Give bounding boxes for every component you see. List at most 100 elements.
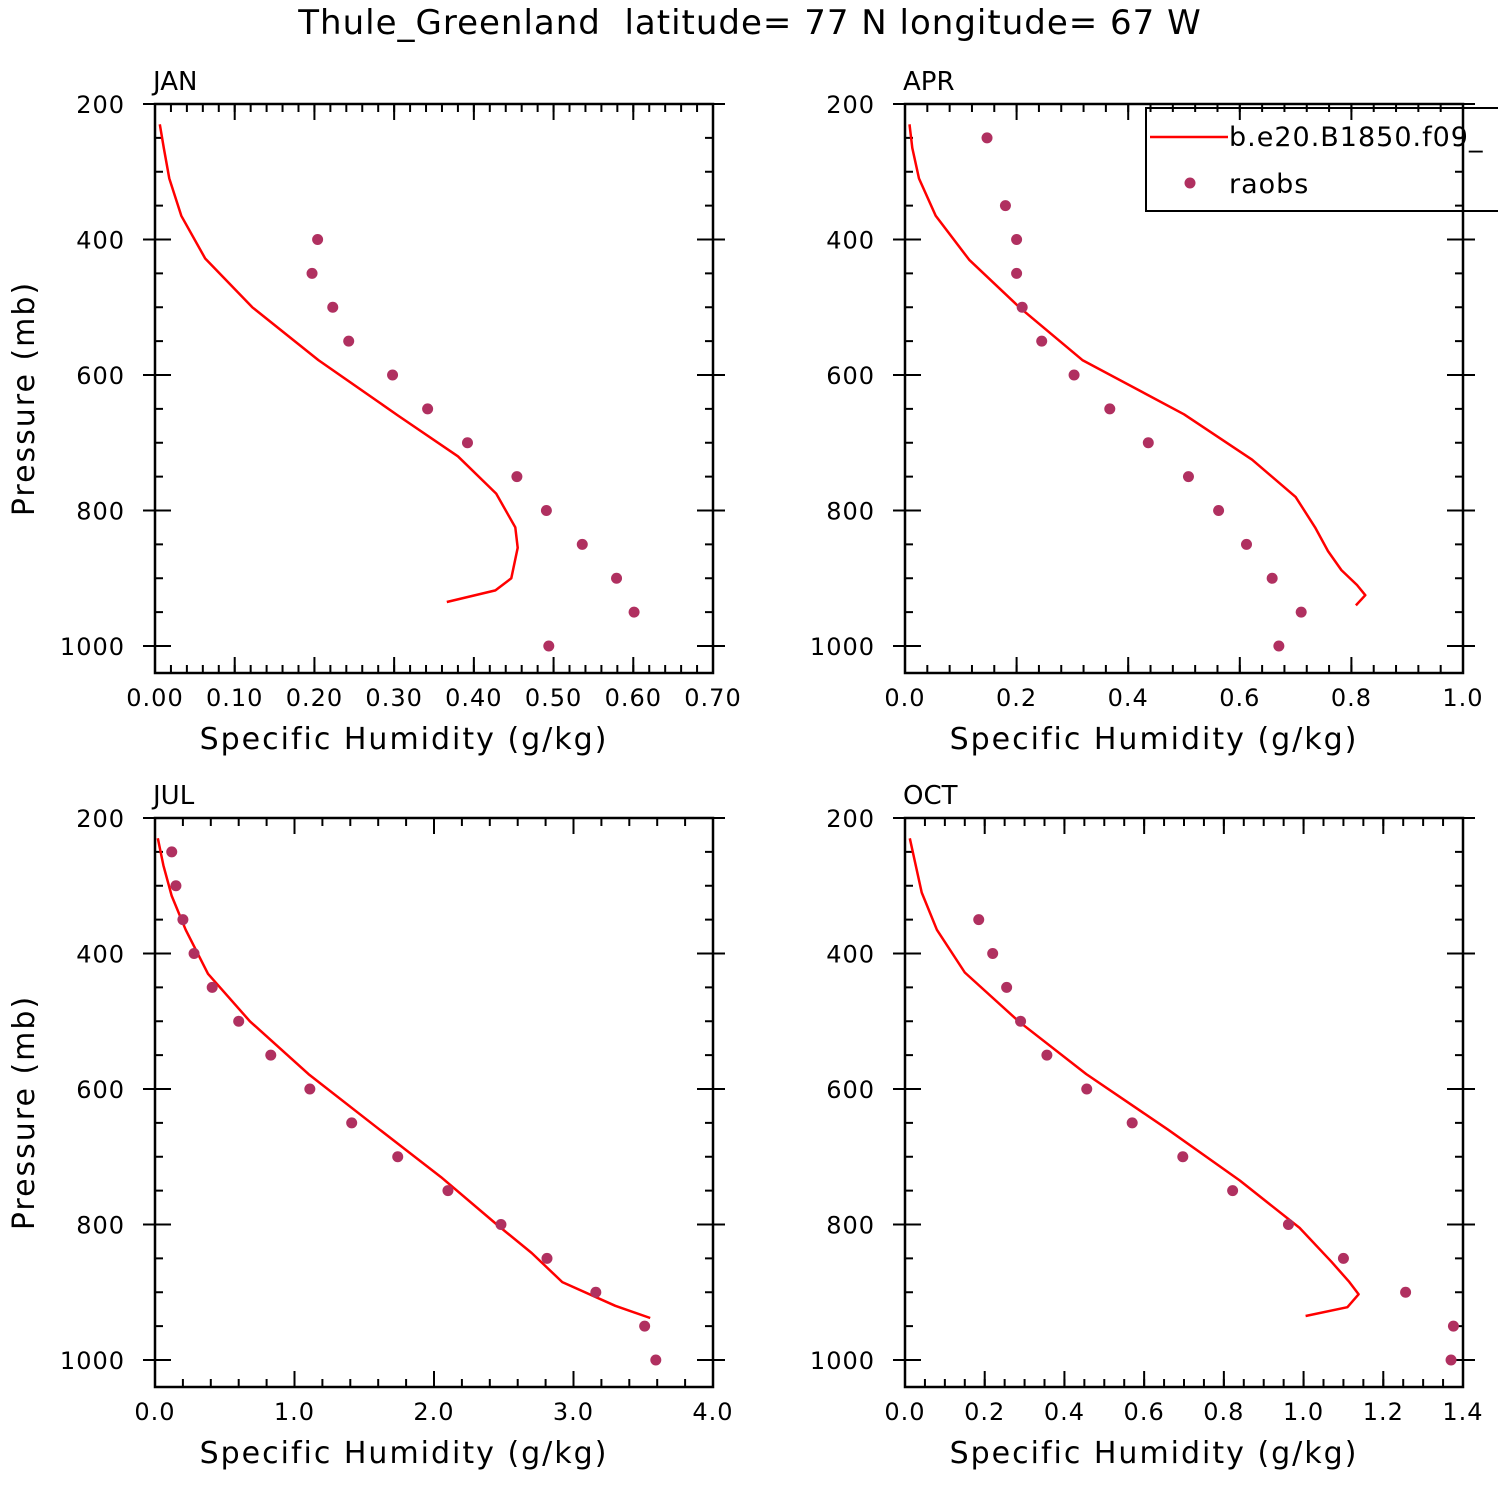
- panel-title: JAN: [151, 67, 197, 97]
- x-axis-title: Specific Humidity (g/kg): [950, 722, 1359, 757]
- legend-raobs-label: raobs: [1229, 169, 1309, 200]
- raobs-point: [387, 369, 399, 381]
- raobs-point: [973, 914, 985, 926]
- x-tick-label: 0.0: [884, 1398, 925, 1426]
- raobs-point: [1182, 471, 1194, 483]
- raobs-point: [1445, 1354, 1457, 1366]
- panel-title: JUL: [151, 781, 195, 811]
- raobs-point: [987, 948, 999, 959]
- raobs-point: [1015, 1015, 1027, 1027]
- y-tick-label: 600: [826, 1076, 875, 1104]
- figure-title: Thule_Greenland latitude= 77 N longitude…: [297, 3, 1201, 43]
- x-axis-title: Specific Humidity (g/kg): [950, 1436, 1359, 1471]
- raobs-point: [1081, 1083, 1093, 1095]
- model-line: [908, 838, 1360, 1318]
- panel-jul: JUL 0.0 1.0 2.0 3.0 4.0 200 400 600 800 1000 Specif…: [7, 781, 733, 1471]
- plot-frame: [153, 102, 715, 675]
- x-tick-label: 1.4: [1442, 1398, 1483, 1426]
- y-tick-label: 1000: [60, 633, 125, 661]
- x-tick-label: 0.8: [1331, 684, 1372, 712]
- raobs-point: [1295, 606, 1307, 618]
- raobs-point: [1068, 369, 1080, 381]
- raobs-point: [1240, 538, 1252, 550]
- plot-frame: [903, 816, 1465, 1389]
- raobs-point: [1142, 437, 1154, 449]
- model-line: [908, 124, 1367, 607]
- y-tick-label: 600: [76, 362, 125, 390]
- raobs-point: [981, 132, 993, 144]
- raobs-point: [1011, 267, 1023, 279]
- x-tick-label: 0.00: [126, 684, 183, 712]
- panels-group: JAN 0.00 0.10 0.20 0.30 0.40 0.50 0.60 0.70 200 40…: [7, 67, 1498, 1471]
- x-tick-label: 1.0: [274, 1398, 315, 1426]
- y-tick-label: 400: [76, 941, 125, 969]
- raobs-point: [1282, 1219, 1294, 1230]
- x-tick-label: 0.10: [206, 684, 263, 712]
- raobs-point: [1177, 1151, 1189, 1163]
- legend-raobs-swatch: [1184, 177, 1196, 189]
- raobs-point: [312, 234, 324, 245]
- raobs-point: [511, 471, 523, 483]
- raobs-point: [590, 1286, 602, 1298]
- raobs-point: [304, 1083, 316, 1095]
- x-axis-title: Specific Humidity (g/kg): [200, 1436, 609, 1471]
- x-tick-label: 1.0: [1442, 684, 1483, 712]
- raobs-point: [541, 1252, 553, 1264]
- y-tick-label: 800: [826, 498, 875, 526]
- x-tick-label: 0.6: [1124, 1398, 1165, 1426]
- x-tick-label: 0.40: [445, 684, 502, 712]
- x-tick-label: 0.60: [605, 684, 662, 712]
- x-tick-label: 4.0: [692, 1398, 733, 1426]
- y-tick-label: 600: [826, 362, 875, 390]
- raobs-point: [650, 1354, 662, 1366]
- plot-frame: [903, 102, 1465, 675]
- y-tick-label: 600: [76, 1076, 125, 1104]
- raobs-point: [1213, 505, 1225, 516]
- panel-title: APR: [903, 67, 955, 97]
- raobs-point: [1016, 301, 1028, 313]
- raobs-point: [346, 1117, 358, 1129]
- raobs-point: [442, 1185, 454, 1197]
- raobs-point: [1447, 1320, 1459, 1332]
- y-tick-label: 400: [826, 941, 875, 969]
- model-line: [156, 838, 651, 1320]
- legend: b.e20.B1850.f09_raobs: [1145, 107, 1498, 212]
- raobs-point: [495, 1219, 507, 1230]
- raobs-point: [1227, 1185, 1239, 1197]
- y-tick-label: 1000: [810, 633, 875, 661]
- x-tick-label: 0.0: [134, 1398, 175, 1426]
- raobs-point: [576, 538, 588, 550]
- raobs-point: [1126, 1117, 1138, 1129]
- y-tick-label: 200: [76, 805, 125, 833]
- y-tick-label: 800: [76, 1212, 125, 1240]
- x-tick-label: 0.2: [964, 1398, 1005, 1426]
- y-tick-label: 200: [826, 91, 875, 119]
- x-tick-label: 0.4: [1108, 684, 1149, 712]
- raobs-point: [1041, 1049, 1053, 1061]
- legend-model-label: b.e20.B1850.f09_: [1229, 122, 1483, 153]
- raobs-point: [206, 981, 218, 993]
- x-tick-label: 0.70: [684, 684, 741, 712]
- x-tick-label: 0.8: [1203, 1398, 1244, 1426]
- raobs-point: [543, 640, 555, 652]
- raobs-point: [1001, 981, 1013, 993]
- y-tick-label: 1000: [810, 1347, 875, 1375]
- y-tick-label: 800: [76, 498, 125, 526]
- x-tick-label: 1.0: [1283, 1398, 1324, 1426]
- raobs-point: [639, 1320, 651, 1332]
- model-line: [158, 124, 519, 604]
- raobs-point: [265, 1049, 277, 1061]
- x-tick-label: 0.2: [996, 684, 1037, 712]
- raobs-point: [1273, 640, 1285, 652]
- raobs-point: [1337, 1252, 1349, 1264]
- plot-frame: [153, 816, 715, 1389]
- x-tick-label: 3.0: [553, 1398, 594, 1426]
- raobs-point: [422, 403, 434, 415]
- x-tick-label: 0.20: [286, 684, 343, 712]
- x-tick-label: 0.50: [525, 684, 582, 712]
- raobs-point: [1011, 234, 1023, 245]
- y-tick-label: 400: [76, 227, 125, 255]
- raobs-point: [188, 948, 200, 959]
- x-axis-title: Specific Humidity (g/kg): [200, 722, 609, 757]
